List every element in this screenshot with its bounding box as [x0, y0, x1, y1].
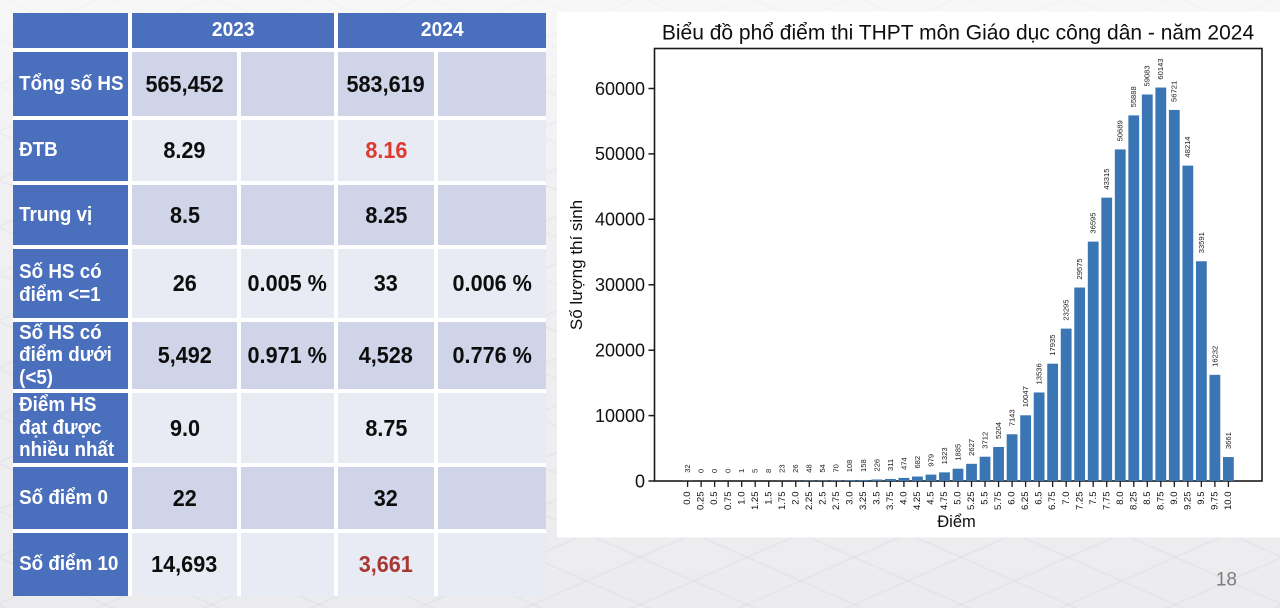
svg-text:5: 5 [751, 469, 760, 473]
svg-text:48: 48 [805, 464, 814, 472]
svg-text:2627: 2627 [967, 439, 976, 456]
svg-text:0.75: 0.75 [723, 492, 734, 511]
svg-text:26: 26 [791, 464, 800, 472]
svg-text:23295: 23295 [1062, 299, 1071, 320]
svg-text:54: 54 [818, 464, 827, 472]
svg-text:2.25: 2.25 [804, 492, 815, 511]
svg-text:4.5: 4.5 [926, 492, 937, 505]
svg-text:30000: 30000 [595, 275, 645, 295]
svg-text:50689: 50689 [1116, 120, 1125, 141]
svg-text:682: 682 [913, 456, 922, 469]
svg-text:9.25: 9.25 [1182, 492, 1193, 511]
svg-text:8.25: 8.25 [1128, 492, 1139, 511]
svg-text:3661: 3661 [1224, 432, 1233, 449]
svg-text:4.75: 4.75 [939, 492, 950, 511]
svg-text:3.25: 3.25 [858, 492, 869, 511]
svg-text:0: 0 [710, 469, 719, 473]
svg-text:33591: 33591 [1197, 232, 1206, 253]
svg-text:0: 0 [724, 469, 733, 473]
svg-text:8.5: 8.5 [1142, 492, 1153, 505]
svg-text:9.75: 9.75 [1209, 492, 1220, 511]
svg-text:Số lượng thí sinh: Số lượng thí sinh [567, 200, 586, 330]
svg-text:5.5: 5.5 [980, 492, 991, 505]
svg-text:108: 108 [845, 460, 854, 473]
svg-text:5.75: 5.75 [993, 492, 1004, 511]
svg-text:8: 8 [764, 469, 773, 473]
svg-text:23: 23 [778, 464, 787, 472]
svg-text:6.5: 6.5 [1034, 492, 1045, 505]
svg-text:32: 32 [683, 464, 692, 472]
svg-text:55888: 55888 [1129, 86, 1138, 107]
svg-text:6.25: 6.25 [1020, 492, 1031, 511]
svg-text:3.75: 3.75 [885, 492, 896, 511]
svg-text:226: 226 [872, 459, 881, 472]
svg-text:0.0: 0.0 [682, 492, 693, 505]
svg-text:0.5: 0.5 [709, 492, 720, 505]
svg-text:0.25: 0.25 [696, 492, 707, 511]
svg-text:158: 158 [859, 459, 868, 472]
svg-text:50000: 50000 [595, 144, 645, 164]
svg-text:7.5: 7.5 [1088, 492, 1099, 505]
svg-text:4.25: 4.25 [912, 492, 923, 511]
svg-text:4.0: 4.0 [899, 492, 910, 505]
svg-text:9.0: 9.0 [1169, 492, 1180, 505]
svg-text:3.0: 3.0 [844, 492, 855, 505]
svg-text:40000: 40000 [595, 210, 645, 230]
svg-text:6.75: 6.75 [1047, 492, 1058, 511]
svg-text:36595: 36595 [1089, 212, 1098, 233]
svg-text:311: 311 [886, 459, 895, 471]
svg-text:17935: 17935 [1048, 335, 1057, 356]
svg-text:0: 0 [635, 471, 645, 491]
svg-text:2.0: 2.0 [790, 492, 801, 505]
svg-text:3.5: 3.5 [871, 492, 882, 505]
svg-text:60000: 60000 [595, 79, 645, 99]
svg-text:13536: 13536 [1035, 363, 1044, 384]
svg-text:3712: 3712 [980, 432, 989, 449]
svg-text:8.75: 8.75 [1155, 492, 1166, 511]
svg-text:10000: 10000 [595, 406, 645, 426]
svg-text:5.0: 5.0 [953, 492, 964, 505]
svg-text:9.5: 9.5 [1196, 492, 1207, 505]
svg-text:20000: 20000 [595, 341, 645, 361]
svg-text:0: 0 [697, 469, 706, 473]
svg-text:5204: 5204 [994, 422, 1003, 439]
svg-text:1885: 1885 [953, 444, 962, 461]
svg-text:7143: 7143 [1007, 409, 1016, 426]
svg-text:7.75: 7.75 [1101, 492, 1112, 511]
svg-text:16232: 16232 [1210, 346, 1219, 367]
svg-text:7.25: 7.25 [1074, 492, 1085, 511]
svg-text:59083: 59083 [1143, 65, 1152, 86]
svg-text:1.5: 1.5 [763, 492, 774, 505]
svg-text:474: 474 [899, 457, 908, 470]
svg-text:1323: 1323 [940, 447, 949, 464]
svg-text:70: 70 [832, 464, 841, 472]
svg-text:18: 18 [1216, 570, 1237, 591]
svg-text:1.75: 1.75 [777, 492, 788, 511]
svg-text:979: 979 [926, 454, 935, 467]
svg-text:43315: 43315 [1102, 169, 1111, 190]
svg-text:Biểu đồ phổ điểm thi THPT môn: Biểu đồ phổ điểm thi THPT môn Giáo dục c… [662, 22, 1255, 45]
svg-text:2.75: 2.75 [831, 492, 842, 511]
svg-text:5.25: 5.25 [966, 492, 977, 511]
svg-text:7.0: 7.0 [1061, 492, 1072, 505]
svg-text:60143: 60143 [1156, 58, 1165, 79]
svg-text:10.0: 10.0 [1223, 492, 1234, 511]
svg-text:1.0: 1.0 [736, 492, 747, 505]
svg-text:29575: 29575 [1075, 258, 1084, 279]
svg-text:8.0: 8.0 [1115, 492, 1126, 505]
svg-text:10047: 10047 [1021, 386, 1030, 407]
svg-text:56721: 56721 [1170, 81, 1179, 102]
svg-text:Điểm: Điểm [937, 513, 976, 531]
svg-text:48214: 48214 [1183, 136, 1192, 157]
svg-text:1.25: 1.25 [750, 492, 761, 511]
svg-text:6.0: 6.0 [1007, 491, 1018, 504]
svg-text:1: 1 [737, 469, 746, 473]
svg-text:2.5: 2.5 [817, 492, 828, 505]
